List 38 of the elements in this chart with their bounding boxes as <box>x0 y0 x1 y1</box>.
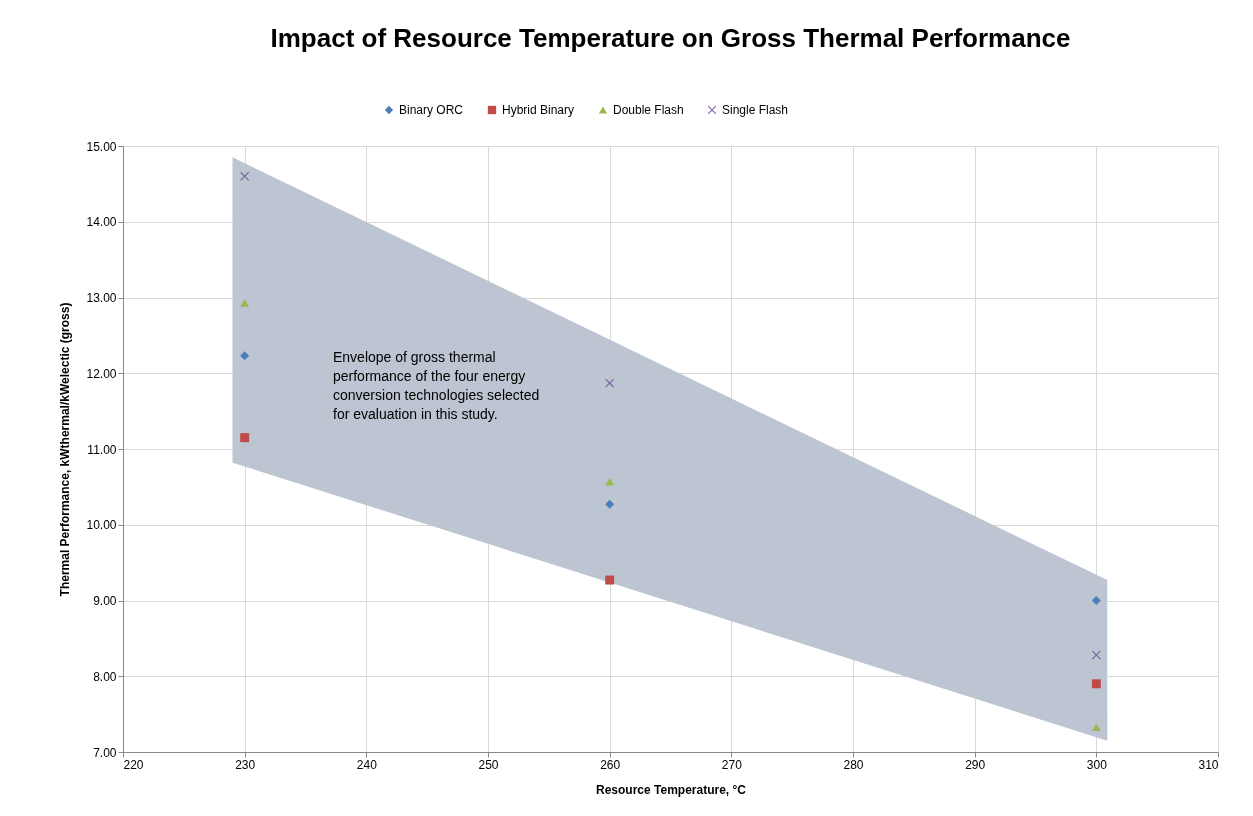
y-tick-label: 10.00 <box>86 518 117 533</box>
x-tick-label: 260 <box>600 757 621 772</box>
legend-label: Double Flash <box>613 103 684 117</box>
point <box>240 433 250 443</box>
y-axis-title: Thermal Performance, kWthermal/kWelectic (gross) <box>58 302 73 597</box>
point <box>605 499 615 509</box>
point <box>605 575 615 585</box>
y-tick-label: 9.00 <box>93 594 117 608</box>
legend-label: Hybrid Binary <box>502 103 575 117</box>
legend-label: Single Flash <box>722 103 789 117</box>
x-tick-label: 230 <box>235 757 256 772</box>
x-tick-label: 300 <box>1086 757 1108 772</box>
y-tick-label: 13.00 <box>86 291 117 305</box>
x-tick-label: 220 <box>123 757 144 772</box>
x-tick-label: 310 <box>1198 757 1219 772</box>
y-tick-label: 15.00 <box>86 139 117 154</box>
x-tick-label: 270 <box>721 757 743 772</box>
x-tick-label: 280 <box>843 757 864 772</box>
annotation: Envelope of gross thermal performance of the four energy conversion technologies selected for evaluation in this study. <box>333 349 540 422</box>
y-tick-label: 8.00 <box>93 669 117 684</box>
point <box>1091 596 1101 605</box>
point <box>240 298 250 307</box>
x-axis-title: Resource Temperature, °C <box>596 782 747 797</box>
point <box>1091 650 1101 660</box>
y-tick-label: 11.00 <box>87 442 117 457</box>
point <box>240 351 250 361</box>
point <box>1091 723 1101 731</box>
x-tick-label: 250 <box>478 757 499 772</box>
x-tick-label: 290 <box>965 757 986 772</box>
y-tick-label: 14.00 <box>86 215 117 230</box>
chart-title: Impact of Resource Temperature on Gross Thermal Performance <box>270 23 1071 53</box>
x-tick-label: 240 <box>356 757 378 772</box>
y-tick-label: 7.00 <box>93 745 117 760</box>
point <box>240 171 250 181</box>
y-tick-label: 12.00 <box>86 366 117 381</box>
legend-label: Binary ORC <box>399 103 464 117</box>
point <box>1091 679 1101 689</box>
point <box>605 378 615 388</box>
